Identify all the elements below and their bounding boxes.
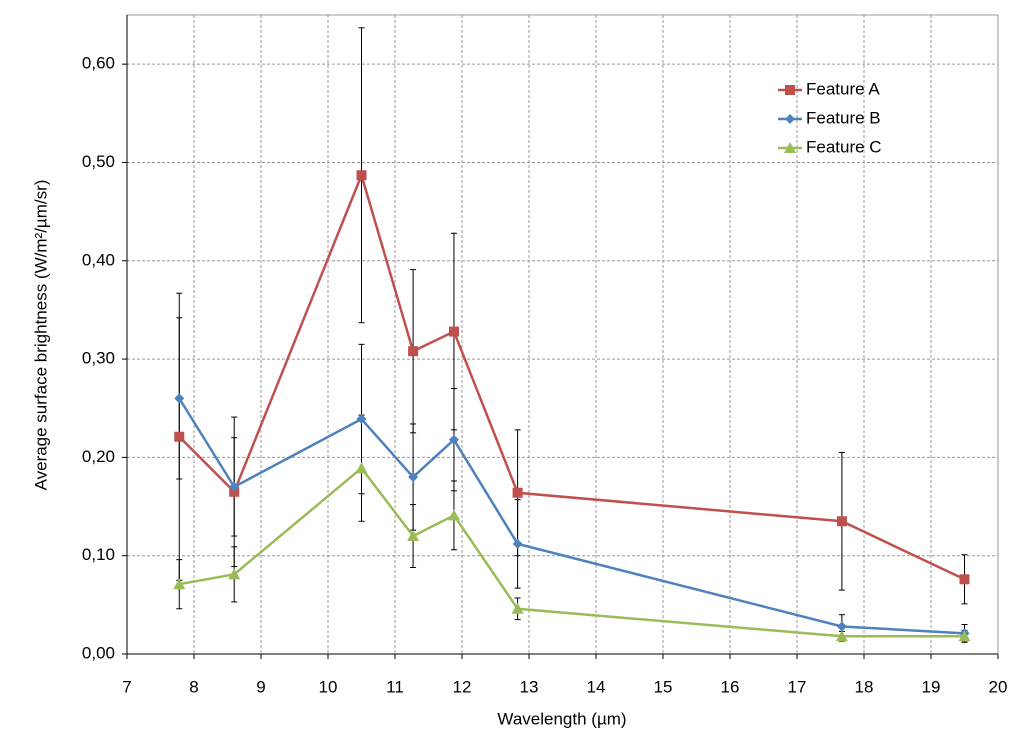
- y-tick-label: 0,10: [82, 545, 115, 564]
- marker: [958, 630, 971, 642]
- series-line: [179, 466, 965, 638]
- x-axis-label: Wavelength (µm): [497, 709, 626, 728]
- marker: [355, 462, 368, 474]
- marker: [229, 481, 240, 492]
- x-tick-label: 14: [587, 677, 606, 696]
- x-tick-label: 13: [520, 677, 539, 696]
- marker: [836, 621, 847, 632]
- marker: [356, 414, 367, 425]
- marker: [408, 472, 419, 483]
- x-tick-label: 11: [386, 677, 404, 696]
- legend-label: Feature C: [806, 137, 882, 156]
- y-tick-label: 0,00: [82, 643, 115, 662]
- x-tick-label: 19: [922, 677, 941, 696]
- x-tick-label: 15: [654, 677, 673, 696]
- marker: [447, 509, 460, 521]
- x-tick-label: 16: [721, 677, 740, 696]
- marker: [784, 142, 796, 153]
- marker: [408, 346, 419, 357]
- y-tick-label: 0,50: [82, 152, 115, 171]
- marker: [836, 516, 847, 527]
- x-tick-label: 8: [189, 677, 198, 696]
- marker: [511, 602, 524, 614]
- x-tick-label: 20: [989, 677, 1008, 696]
- legend-label: Feature A: [806, 79, 880, 98]
- marker: [407, 530, 420, 542]
- marker: [448, 326, 459, 337]
- marker: [228, 568, 241, 580]
- legend-label: Feature B: [806, 108, 881, 127]
- x-tick-label: 17: [788, 677, 807, 696]
- series-line: [178, 171, 966, 581]
- x-tick-label: 7: [122, 677, 131, 696]
- marker: [448, 434, 459, 445]
- marker: [173, 578, 186, 590]
- marker: [356, 170, 367, 181]
- x-tick-label: 12: [453, 677, 472, 696]
- y-tick-label: 0,30: [82, 349, 115, 368]
- marker: [835, 630, 848, 642]
- y-tick-label: 0,60: [82, 54, 115, 73]
- y-tick-label: 0,40: [82, 250, 115, 269]
- y-axis-label: Average surface brightness (W/m²/µm/sr): [31, 180, 50, 491]
- x-tick-label: 18: [855, 677, 874, 696]
- y-tick-label: 0,20: [82, 447, 115, 466]
- series-line: [178, 397, 965, 635]
- marker: [785, 114, 795, 124]
- marker: [174, 431, 185, 442]
- marker: [959, 574, 970, 585]
- marker: [174, 393, 185, 404]
- marker: [512, 487, 523, 498]
- x-tick-label: 9: [256, 677, 265, 696]
- marker: [785, 85, 795, 95]
- x-tick-label: 10: [319, 677, 338, 696]
- marker: [512, 538, 523, 549]
